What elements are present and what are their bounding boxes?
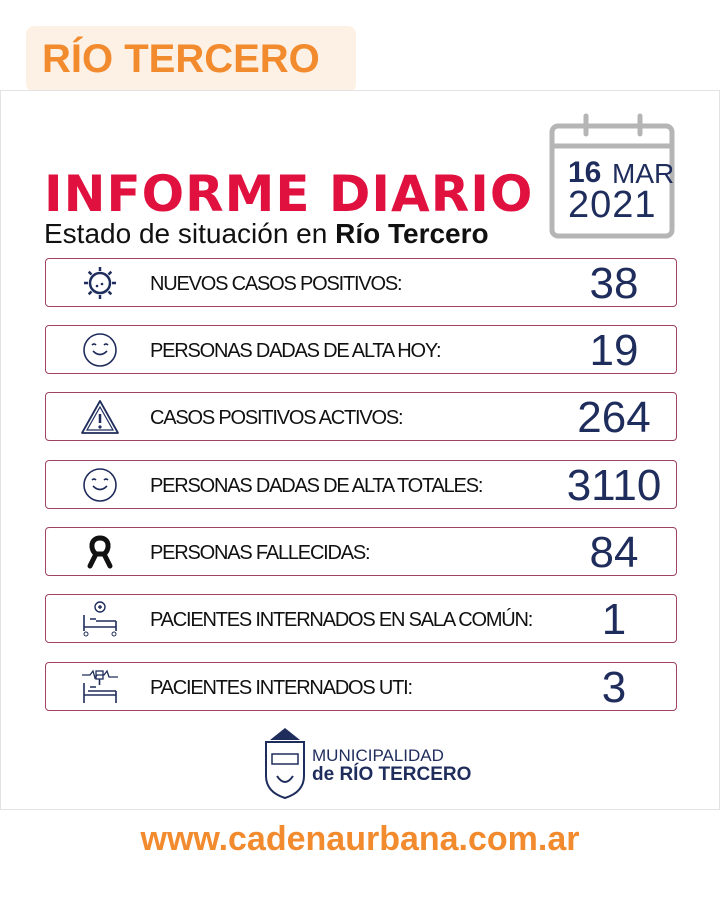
- report-title: INFORME DIARIO: [44, 165, 534, 223]
- stat-row: PERSONAS DADAS DE ALTA TOTALES: 3110: [45, 460, 677, 510]
- stat-row: NUEVOS CASOS POSITIVOS: 38: [45, 258, 677, 308]
- stat-row: PERSONAS DADAS DE ALTA HOY: 19: [45, 325, 677, 375]
- hospital-bed-icon: [83, 601, 117, 637]
- subtitle-prefix: Estado de situación en: [44, 218, 336, 249]
- logo-line1: MUNICIPALIDAD: [312, 746, 444, 765]
- report-subtitle: Estado de situación en Río Tercero: [44, 218, 489, 250]
- smiley-icon: [83, 468, 117, 502]
- subtitle-location: Río Tercero: [335, 218, 489, 249]
- stat-value: 3110: [566, 461, 662, 510]
- stat-label: PACIENTES INTERNADOS UTI:: [150, 677, 413, 699]
- stat-label: NUEVOS CASOS POSITIVOS:: [150, 273, 403, 295]
- stat-label: PERSONAS FALLECIDAS:: [150, 542, 371, 564]
- stat-value: 84: [589, 528, 639, 577]
- municipality-logo: MUNICIPALIDAD de RÍO TERCERO: [262, 726, 472, 800]
- coat-of-arms-icon: [265, 728, 305, 800]
- stat-row: PACIENTES INTERNADOS UTI: 3: [45, 662, 677, 712]
- smiley-icon: [83, 333, 117, 367]
- stat-value: 1: [601, 595, 627, 644]
- stat-value: 264: [577, 393, 651, 442]
- date-day: 16: [568, 156, 602, 189]
- stat-row: PACIENTES INTERNADOS EN SALA COMÚN: 1: [45, 594, 677, 644]
- date-month: MAR: [612, 158, 675, 189]
- logo-line2: de RÍO TERCERO: [312, 764, 472, 785]
- report-panel: [0, 90, 720, 810]
- stat-label: CASOS POSITIVOS ACTIVOS:: [150, 407, 404, 429]
- location-tag: RÍO TERCERO: [26, 26, 356, 92]
- stat-label: PERSONAS DADAS DE ALTA TOTALES:: [150, 475, 483, 497]
- footer-url[interactable]: www.cadenaurbana.com.ar: [140, 820, 580, 858]
- stat-value: 38: [589, 259, 639, 308]
- stat-value: 3: [601, 663, 627, 712]
- stat-row: CASOS POSITIVOS ACTIVOS: 264: [45, 392, 677, 442]
- stat-label: PERSONAS DADAS DE ALTA HOY:: [150, 340, 441, 362]
- date-year: 2021: [568, 184, 657, 226]
- calendar-date: 16 MAR 2021: [548, 112, 676, 240]
- stat-value: 19: [589, 326, 639, 375]
- stat-row: PERSONAS FALLECIDAS: 84: [45, 527, 677, 577]
- mourning-ribbon-icon: [87, 535, 113, 569]
- location-tag-text: RÍO TERCERO: [42, 37, 320, 81]
- icu-bed-icon: [82, 669, 118, 703]
- warning-icon: [81, 400, 119, 434]
- virus-icon: [84, 267, 116, 299]
- calendar-icon: [549, 113, 675, 239]
- stat-label: PACIENTES INTERNADOS EN SALA COMÚN:: [150, 609, 533, 631]
